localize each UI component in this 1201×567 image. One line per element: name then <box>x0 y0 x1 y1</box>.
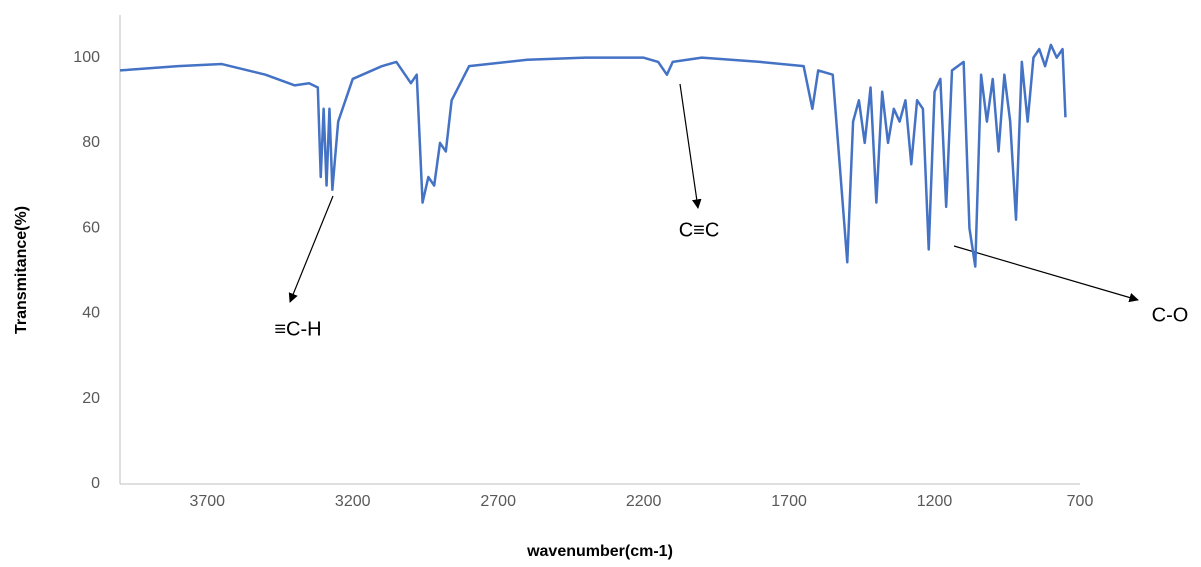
y-tick-label: 100 <box>73 49 100 66</box>
x-tick-label: 2200 <box>626 493 662 510</box>
x-tick-label: 3200 <box>335 493 371 510</box>
annotation-arrow <box>953 245 1139 303</box>
annotation: ≡C-H <box>274 318 321 340</box>
x-axis-title: wavenumber(cm-1) <box>526 543 673 560</box>
x-tick-label: 1700 <box>771 493 807 510</box>
y-tick-label: 80 <box>82 134 100 151</box>
y-tick-label: 60 <box>82 219 100 236</box>
y-tick-label: 0 <box>91 475 100 492</box>
annotation-arrow <box>288 195 334 303</box>
x-tick-label: 2700 <box>480 493 516 510</box>
annotation: C-O <box>1152 304 1189 326</box>
x-tick-label: 3700 <box>189 493 225 510</box>
y-tick-label: 40 <box>82 305 100 322</box>
annotation-arrow <box>679 83 702 209</box>
x-tick-label: 1200 <box>917 493 953 510</box>
y-tick-label: 20 <box>82 390 100 407</box>
annotation: C≡C <box>679 219 720 241</box>
series-line <box>119 43 1067 268</box>
x-tick-label: 700 <box>1067 493 1094 510</box>
y-axis-title: Transmitance(%) <box>13 206 30 334</box>
